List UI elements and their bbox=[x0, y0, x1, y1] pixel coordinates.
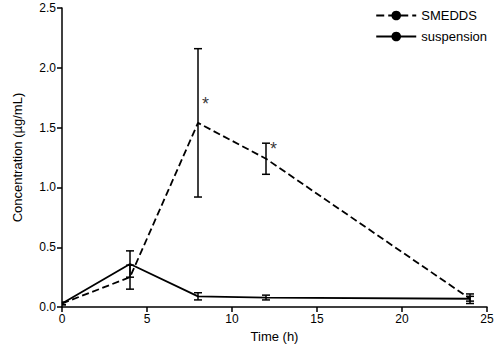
svg-text:10: 10 bbox=[225, 312, 239, 326]
svg-text:0.0: 0.0 bbox=[39, 300, 56, 314]
svg-text:2.0: 2.0 bbox=[39, 61, 56, 75]
svg-text:*: * bbox=[270, 139, 277, 159]
svg-text:20: 20 bbox=[395, 312, 409, 326]
svg-text:0: 0 bbox=[59, 312, 66, 326]
svg-text:*: * bbox=[202, 94, 209, 114]
svg-text:suspension: suspension bbox=[421, 29, 487, 44]
svg-text:5: 5 bbox=[144, 312, 151, 326]
svg-text:Concentration (µg/mL): Concentration (µg/mL) bbox=[10, 93, 25, 223]
svg-text:SMEDDS: SMEDDS bbox=[421, 8, 477, 23]
svg-text:2.5: 2.5 bbox=[39, 1, 56, 15]
svg-text:1.0: 1.0 bbox=[39, 180, 56, 194]
svg-text:0.5: 0.5 bbox=[39, 240, 56, 254]
svg-text:25: 25 bbox=[480, 312, 494, 326]
svg-text:Time (h): Time (h) bbox=[251, 329, 299, 344]
svg-text:15: 15 bbox=[310, 312, 324, 326]
svg-text:1.5: 1.5 bbox=[39, 121, 56, 135]
